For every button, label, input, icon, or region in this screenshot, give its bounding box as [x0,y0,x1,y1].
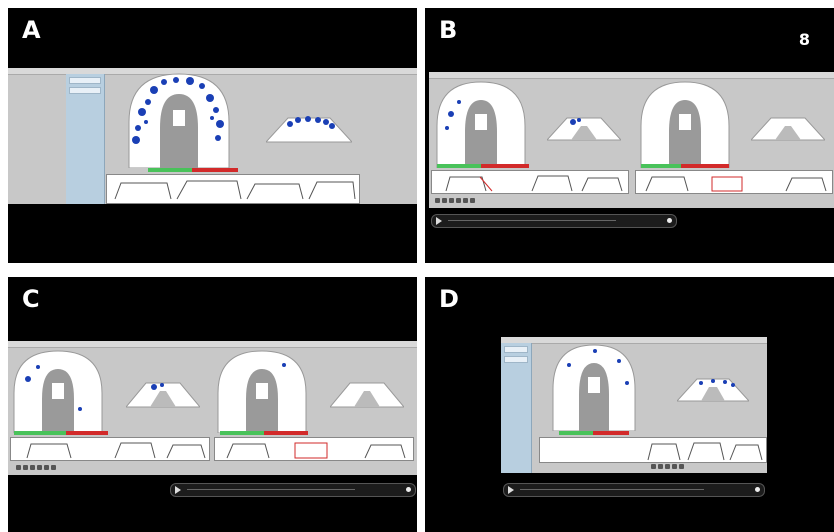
video-player-bar[interactable] [503,483,765,497]
force-time-graph [10,437,210,461]
timeline-track[interactable] [187,489,355,490]
force-bar-left [559,431,593,435]
toolbar-icons[interactable] [651,464,684,470]
video-player-bar[interactable] [170,483,416,497]
toolbar [8,341,417,348]
dental-arch-icon [640,81,730,168]
toolbar [8,68,417,75]
page-number: 8 [798,30,810,49]
force-bar-left [641,164,681,168]
panel-label: A [22,16,41,44]
frontal-view-icon [677,378,749,402]
force-time-graph [635,170,833,194]
frontal-view-icon [330,382,404,408]
force-time-graph [539,437,767,463]
timeline-knob-icon[interactable] [406,487,411,492]
panel-label: C [22,285,40,313]
software-window [8,68,417,204]
software-window [429,72,834,208]
force-bar-right [593,431,629,435]
panel-c: C [8,277,417,532]
list-item[interactable] [69,87,101,94]
toolbar [429,72,834,79]
frontal-view-icon [126,382,200,408]
force-bar-right [66,431,108,435]
force-bar-right [192,168,238,172]
frontal-view-icon [266,116,352,143]
frontal-view-icon [751,117,825,141]
dental-arch-icon [436,81,526,168]
dental-arch-icon [552,344,636,431]
list-item[interactable] [504,346,528,353]
software-window [501,337,767,473]
play-icon[interactable] [175,486,181,494]
play-icon[interactable] [508,486,514,494]
force-bar-left [220,431,264,435]
force-bar-right [681,164,729,168]
frontal-view-icon [547,117,621,141]
dental-arch-icon [217,350,307,433]
panel-b: B 8 [425,8,834,263]
toolbar-icons[interactable] [16,465,56,471]
panel-label: B [439,16,458,44]
list-item[interactable] [69,77,101,84]
dental-arch-icon [128,73,230,168]
panel-a: A [8,8,417,263]
toolbar-icons[interactable] [435,198,475,204]
force-bar-left [437,164,481,168]
force-bar-right [481,164,529,168]
recording-list[interactable] [501,343,532,473]
dental-arch-icon [13,350,103,433]
force-time-graph [431,170,629,194]
timeline-track[interactable] [448,220,616,221]
play-icon[interactable] [436,217,442,225]
toolbar [501,337,767,344]
force-time-graph [106,174,360,204]
software-window [8,341,417,475]
force-bar-left [148,168,192,172]
timeline-track[interactable] [520,489,704,490]
force-time-graph [214,437,414,461]
force-bar-left [14,431,66,435]
panel-label: D [439,285,459,313]
video-player-bar[interactable] [431,214,677,228]
force-bar-right [264,431,308,435]
list-item[interactable] [504,356,528,363]
timeline-knob-icon[interactable] [755,487,760,492]
panel-d: D [425,277,834,532]
timeline-knob-icon[interactable] [667,218,672,223]
recording-list[interactable] [66,74,105,204]
